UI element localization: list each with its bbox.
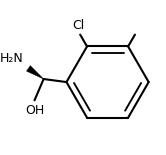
Text: H₂N: H₂N [0, 52, 24, 65]
Text: OH: OH [25, 104, 44, 117]
Text: Cl: Cl [73, 19, 85, 32]
Polygon shape [27, 66, 44, 79]
